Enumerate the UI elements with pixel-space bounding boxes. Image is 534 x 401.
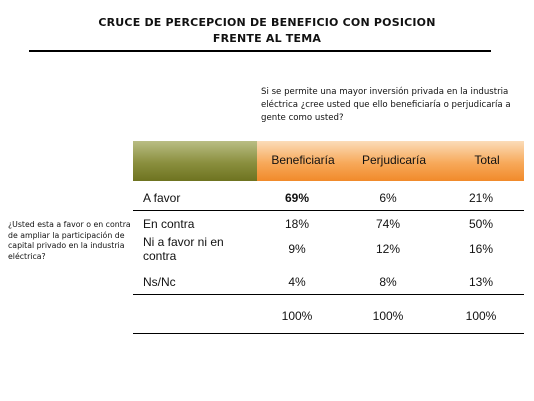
title-underline [29,50,491,52]
column-header-total: Total [474,153,500,167]
total-value: 100% [372,309,404,323]
cell-value: 18% [284,217,310,231]
page-title: CRUCE DE PERCEPCION DE BENEFICIO CON POS… [0,15,534,47]
column-header-beneficiaria: Beneficiaría [271,153,335,167]
table-header: Beneficiaría Perjudicaría Total [133,141,524,181]
cell-value: 8% [379,275,397,289]
row-label: A favor [143,191,181,205]
totals-row: 100% 100% 100% [0,309,534,329]
table-row: Ns/Nc 4% 8% 13% [0,275,534,295]
table-row: Ni a favor ni en contra 9% 12% 16% [0,235,534,267]
cell-value: 21% [468,191,494,205]
total-value: 100% [465,309,497,323]
header-olive-cell [133,141,257,181]
cell-value: 9% [288,242,306,256]
cell-value: 74% [375,217,401,231]
cell-value: 4% [288,275,306,289]
row-divider [133,210,524,211]
row-divider [133,294,524,295]
cell-value: 69% [284,191,310,205]
cell-value: 13% [468,275,494,289]
row-label: Ni a favor ni en contra [143,235,224,263]
cell-value: 6% [379,191,397,205]
title-line-2: FRENTE AL TEMA [212,32,322,45]
row-question: ¿Usted esta a favor o en contra de ampli… [8,220,131,261]
total-value: 100% [281,309,313,323]
row-label: Ns/Nc [143,275,176,289]
table-bottom-rule [133,333,524,334]
title-line-1: CRUCE DE PERCEPCION DE BENEFICIO CON POS… [98,16,436,29]
cell-value: 12% [375,242,401,256]
column-header-perjudicaria: Perjudicaría [361,153,427,167]
table-row: En contra 18% 74% 50% [0,217,534,237]
header-orange-cell: Beneficiaría Perjudicaría Total [257,141,524,181]
column-question: Si se permite una mayor inversión privad… [261,87,511,123]
cell-value: 50% [468,217,494,231]
table-row: A favor 69% 6% 21% [0,191,534,211]
cell-value: 16% [468,242,494,256]
row-label: En contra [143,217,195,231]
